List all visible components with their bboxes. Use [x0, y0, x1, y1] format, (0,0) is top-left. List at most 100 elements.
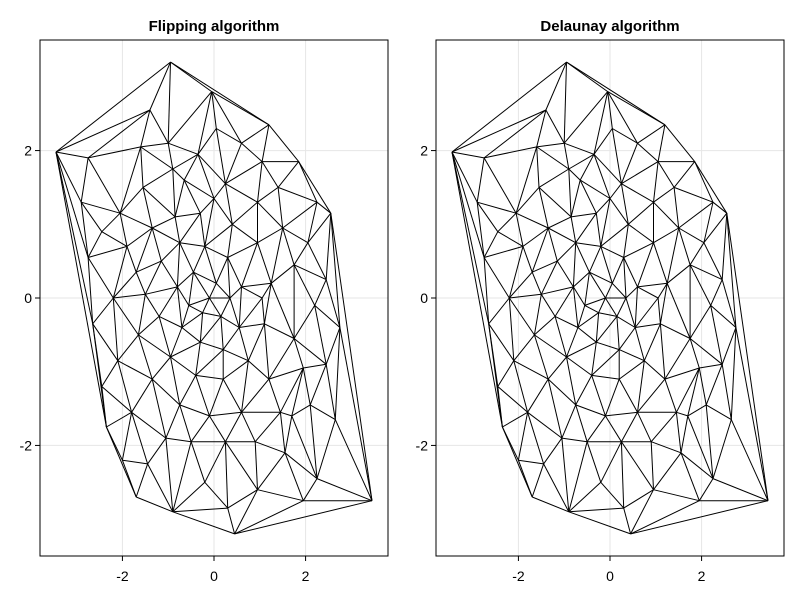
right-panel-edge: [710, 305, 723, 365]
right-panel-edge: [604, 297, 618, 317]
right-panel-edge: [600, 198, 611, 247]
right-panel-edge: [623, 507, 632, 535]
left-panel-edge: [211, 91, 217, 129]
left-panel-edge: [151, 378, 181, 406]
left-panel-edge: [234, 500, 373, 535]
left-panel-edge: [172, 441, 192, 512]
left-panel-edge: [241, 378, 270, 413]
right-panel-edge: [531, 260, 558, 273]
left-panel-edge: [145, 286, 178, 295]
left-panel-edge: [204, 223, 233, 247]
left-panel-edge: [241, 360, 249, 413]
left-panel-edge: [87, 231, 103, 258]
right-panel-edge: [593, 128, 613, 155]
left-panel-edge: [190, 415, 210, 442]
left-panel-edge: [119, 146, 142, 214]
left-panel-edge: [87, 257, 94, 324]
left-panel-edge: [112, 271, 137, 299]
left-panel-edge: [179, 404, 210, 417]
left-panel-edge: [87, 146, 141, 159]
left-panel-edge: [55, 151, 107, 428]
right-panel-edge: [575, 404, 588, 442]
left-panel-edge: [220, 315, 240, 328]
right-panel-xtick-label-1: 0: [606, 568, 614, 584]
right-panel-edge: [689, 264, 712, 306]
right-panel-edge: [591, 342, 597, 376]
left-panel-edge: [137, 334, 153, 380]
left-panel-edge: [279, 412, 286, 453]
right-panel-edge: [568, 441, 588, 512]
left-panel-edge: [55, 151, 89, 258]
right-panel-edge: [517, 412, 529, 461]
left-panel-edge: [160, 260, 178, 288]
left-panel-edge: [80, 202, 89, 258]
right-panel-edge: [508, 297, 535, 336]
left-panel-edge: [87, 257, 114, 299]
left-panel-edge: [121, 460, 137, 498]
right-panel-edge: [572, 242, 577, 287]
right-panel-edge: [600, 246, 613, 284]
right-panel-edge: [531, 272, 542, 295]
left-panel-edge: [231, 201, 258, 225]
left-panel-edge: [298, 161, 332, 214]
right-panel-edge: [589, 271, 613, 284]
right-panel-edge: [595, 213, 602, 247]
left-panel-edge: [55, 109, 151, 153]
left-panel-edge: [172, 168, 176, 217]
right-panel-edge: [451, 151, 485, 258]
right-panel-edge: [497, 231, 524, 247]
left-panel-edge: [126, 227, 153, 247]
right-panel-edge: [600, 481, 625, 509]
left-panel-edge: [257, 227, 283, 244]
right-panel-edge: [556, 242, 577, 262]
left-panel-edge: [151, 356, 171, 380]
right-panel-edge: [533, 294, 542, 335]
left-panel-edge: [117, 334, 139, 362]
right-panel-edge: [513, 360, 549, 380]
left-panel-edge: [172, 511, 235, 535]
right-panel-edge: [623, 257, 638, 288]
left-panel-edge: [101, 212, 121, 233]
right-panel-edge: [687, 404, 707, 417]
left-panel-edge: [149, 109, 169, 144]
right-panel-edge: [637, 124, 666, 144]
right-panel-edge: [483, 109, 547, 159]
right-panel-edge: [618, 349, 645, 362]
left-panel-edge: [247, 360, 270, 380]
right-panel-edge: [540, 294, 556, 317]
left-panel-edge: [277, 186, 318, 203]
right-panel-edge: [568, 153, 595, 170]
right-panel-edge: [571, 212, 597, 218]
left-panel-edge: [112, 246, 128, 299]
right-panel-edge: [721, 213, 728, 280]
left-panel-edge: [291, 404, 311, 417]
left-panel-edge: [151, 216, 176, 229]
right-panel-edge: [604, 378, 620, 417]
right-panel-edge: [476, 201, 499, 232]
right-panel-edge: [483, 157, 517, 214]
left-panel-edge: [138, 334, 171, 358]
left-panel-edge: [55, 61, 171, 153]
right-panel-edge: [604, 283, 613, 299]
left-panel-edge: [257, 489, 304, 502]
left-panel-edge: [179, 404, 192, 442]
left-panel-edge: [229, 286, 242, 299]
left-panel-edge: [238, 286, 242, 328]
left-panel-edge: [101, 386, 132, 413]
right-panel-edge: [563, 62, 567, 144]
right-panel-edge: [680, 452, 700, 501]
left-panel-edge: [92, 323, 103, 387]
right-panel-edge: [637, 412, 652, 442]
left-panel-edge: [87, 109, 151, 159]
right-panel-edge: [497, 212, 517, 233]
right-panel-edge: [527, 412, 545, 465]
right-panel-edge: [678, 227, 705, 244]
right-panel-edge: [568, 511, 631, 535]
right-panel-edge: [623, 224, 629, 258]
left-panel-edge: [199, 198, 215, 214]
left-panel-title: Flipping algorithm: [149, 18, 280, 35]
left-panel-ticks: -2 0 2 -2 0 2: [20, 143, 310, 584]
left-panel-edge: [314, 279, 327, 306]
left-panel-edge: [188, 304, 203, 314]
right-panel-edge: [536, 109, 547, 148]
